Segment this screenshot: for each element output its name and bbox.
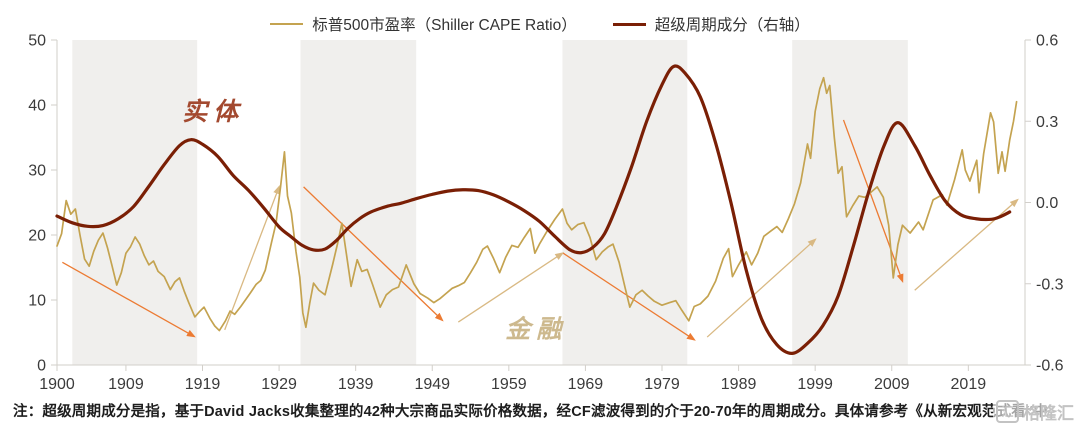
legend-item-supercycle: 超级周期成分（右轴） [612,13,810,35]
annotation-label-shiti: 实体 [182,98,244,126]
trend-arrow [303,186,444,322]
trend-arrow [62,261,196,338]
trend-arrow [706,238,817,338]
x-tick-label: 1959 [491,376,527,393]
watermark-gelonghui-logo: 汇 格隆汇 [993,398,1077,425]
x-tick-label: 2019 [951,376,987,393]
y-left-tick-label: 50 [28,33,46,50]
cape-series-line [56,76,1018,332]
recession-bands [72,40,908,365]
x-tick-label: 1919 [185,376,221,393]
x-tick-label: 2009 [874,376,910,393]
trend-arrow [842,119,904,284]
axes: 1900 1909 1919 1929 1939 1949 1959 1969 1979 1989… [28,33,1063,394]
x-tick-label: 1909 [108,376,144,393]
x-tick-label: 1999 [797,376,833,393]
supercycle-series-line [55,64,1012,355]
y-left-tick-label: 30 [28,163,46,180]
shaded-band [792,40,908,365]
x-tick-label: 1900 [39,376,75,393]
y-right-tick-label: 0.3 [1036,114,1058,131]
footnote: 注：超级周期成分是指，基于David Jacks收集整理的42种大宗商品实际价格… [13,404,1049,420]
shaded-band [562,40,688,365]
legend-swatch-supercycle [612,22,646,26]
y-left-tick-label: 20 [28,228,46,245]
trend-arrow [914,198,1019,291]
annotation-arrows [62,119,1019,341]
legend-label-cape: 标普500市盈率（Shiller CAPE Ratio） [312,17,577,34]
trend-arrow [224,185,280,331]
chart-canvas: 1900 1909 1919 1929 1939 1949 1959 1969 1979 1989… [28,33,1063,394]
legend-label-supercycle: 超级周期成分（右轴） [654,17,810,34]
trend-arrow [562,252,696,341]
watermark-text: 格隆汇 [1023,404,1074,423]
annotation-label-jinrong: 金融 [505,316,567,344]
y-left-tick-label: 0 [37,358,46,375]
y-left-tick-label: 40 [28,98,46,115]
x-tick-label: 1929 [261,376,297,393]
shaded-band [72,40,198,365]
x-tick-label: 1949 [414,376,450,393]
gelonghui-icon: 汇 [996,400,1019,423]
trend-arrow [457,252,565,323]
chart-legend: 标普500市盈率（Shiller CAPE Ratio） 超级周期成分（右轴） [0,13,1080,35]
x-tick-label: 1979 [644,376,680,393]
y-right-tick-label: -0.6 [1036,358,1064,375]
legend-item-cape: 标普500市盈率（Shiller CAPE Ratio） [270,13,577,35]
y-right-tick-label: 0.6 [1036,33,1058,50]
y-left-tick-label: 10 [28,293,46,310]
x-tick-label: 1969 [568,376,604,393]
y-right-tick-label: 0.0 [1036,195,1058,212]
x-tick-label: 1989 [721,376,757,393]
y-right-tick-label: -0.3 [1036,276,1064,293]
x-tick-label: 1939 [338,376,374,393]
legend-swatch-cape [270,23,304,25]
